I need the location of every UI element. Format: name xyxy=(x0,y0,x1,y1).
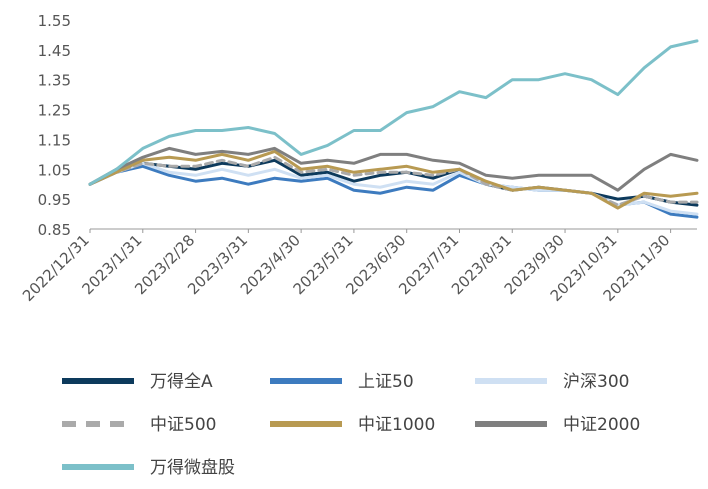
x-tick-label: 2022/12/31 xyxy=(19,231,93,305)
y-axis-ticks: 0.85 0.95 1.05 1.15 1.25 1.35 1.45 1.55 xyxy=(38,12,71,239)
legend-label: 中证2000 xyxy=(563,415,640,435)
legend-label: 中证1000 xyxy=(358,415,435,435)
y-tick-label: 1.15 xyxy=(38,131,71,149)
y-tick-label: 1.55 xyxy=(38,12,71,30)
y-tick-label: 0.85 xyxy=(38,221,71,239)
series-line xyxy=(88,146,699,192)
legend-label: 中证500 xyxy=(150,415,216,435)
y-tick-label: 0.95 xyxy=(38,191,71,209)
legend-label: 沪深300 xyxy=(563,372,629,392)
y-tick-label: 1.25 xyxy=(38,102,71,120)
legend: 万得全A 上证50 沪深300 中证500 中证1000 中证2000 万得微盘股 xyxy=(62,372,640,478)
series-line xyxy=(88,39,699,186)
y-tick-label: 1.05 xyxy=(38,161,71,179)
legend-label: 万得微盘股 xyxy=(150,458,235,478)
series-lines xyxy=(88,39,699,219)
y-tick-label: 1.35 xyxy=(38,72,71,90)
legend-label: 上证50 xyxy=(358,372,414,392)
x-axis-ticks: 2022/12/312023/1/312023/2/282023/3/31202… xyxy=(19,229,673,305)
series-line xyxy=(88,149,699,210)
y-tick-label: 1.45 xyxy=(38,42,71,60)
legend-label: 万得全A xyxy=(150,372,213,392)
